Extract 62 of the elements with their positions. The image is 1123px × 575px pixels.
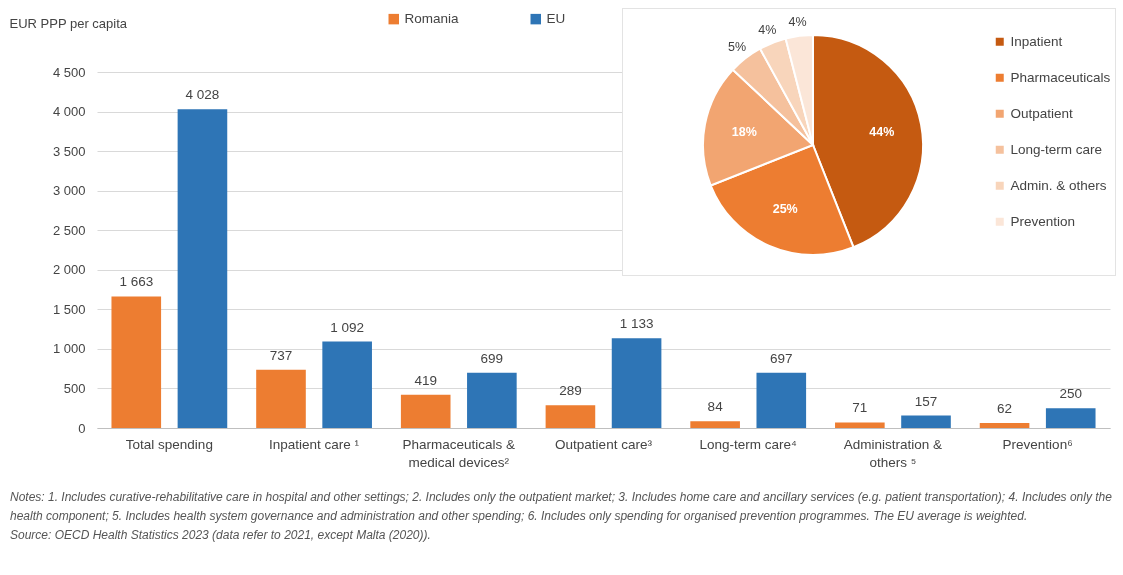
y-tick-label: 4 500 — [52, 64, 86, 80]
legend-label: Outpatient — [1010, 105, 1074, 121]
data-label: 157 — [914, 393, 938, 409]
y-tick-label: 3 000 — [52, 183, 86, 199]
data-label: 25% — [772, 202, 798, 217]
x-tick-label: Prevention⁶ — [1002, 436, 1073, 452]
bar — [467, 372, 517, 428]
data-label: 44% — [869, 124, 895, 139]
legend-label: Inpatient — [1010, 33, 1063, 49]
y-tick-label: 3 500 — [52, 143, 86, 159]
bar — [901, 415, 951, 428]
y-tick-label: 0 — [78, 420, 86, 436]
data-label: 84 — [707, 399, 724, 415]
source-note: Source: OECD Health Statistics 2023 (data refer to 2021, except Malta (2020)). — [10, 527, 432, 544]
x-tick-label: Outpatient care³ — [555, 436, 653, 452]
bar — [177, 109, 228, 428]
bar — [979, 423, 1030, 428]
text: Notes: 1. Includes curative-rehabilitative care in hospital and other settings; 2. Includes only the outpatient market; 3. Includes home care and ancillary services (e.g. patient transportation); 4. Includes only the health component; 5. Includes health system governance and administration and other spending; 6. Includes only spending for organised prevention programmes. The EU average is weighted. — [10, 489, 1113, 525]
bar — [256, 369, 306, 428]
y-tick-label: 1 000 — [52, 341, 86, 357]
x-tick-label: Pharmaceuticals & medical devices² — [402, 436, 516, 470]
legend-label: Admin. & others — [1010, 177, 1107, 193]
bar — [611, 338, 662, 428]
data-label: 18% — [731, 124, 757, 139]
legend-label: EU — [546, 11, 566, 27]
bar — [111, 296, 162, 428]
y-tick-label: 2 500 — [52, 222, 86, 238]
x-tick-label: Total spending — [125, 436, 213, 452]
x-tick-label: Long-term care⁴ — [699, 436, 798, 452]
y-tick-label: 500 — [63, 380, 86, 396]
bar — [756, 372, 807, 428]
legend-label: Prevention — [1010, 213, 1076, 229]
data-label: 5% — [727, 40, 747, 55]
x-tick-label: Administration & others ⁵ — [843, 436, 943, 470]
y-tick-label: 2 000 — [52, 262, 86, 278]
data-label: 250 — [1059, 386, 1082, 402]
data-label: 699 — [480, 350, 504, 366]
data-label: 71 — [852, 400, 868, 416]
bar — [545, 405, 596, 428]
x-tick-label: Inpatient care ¹ — [269, 436, 360, 452]
y-tick-label: 4 000 — [52, 104, 86, 120]
data-label: 4 028 — [185, 87, 220, 103]
y-axis-title: EUR PPP per capita — [9, 15, 128, 31]
data-label: 1 133 — [619, 316, 654, 332]
data-label: 4% — [788, 14, 807, 29]
data-label: 289 — [559, 383, 582, 399]
data-label: 419 — [414, 372, 437, 388]
legend-label: Romania — [404, 11, 460, 27]
data-label: 697 — [770, 350, 793, 366]
legend-label: Long-term care — [1010, 141, 1103, 157]
bar — [835, 422, 885, 428]
bar — [322, 341, 372, 428]
data-label: 737 — [269, 347, 293, 363]
legend-label: Pharmaceuticals — [1010, 69, 1111, 85]
bar — [1045, 408, 1096, 428]
data-label: 4% — [758, 22, 777, 37]
data-label: 1 663 — [119, 274, 154, 290]
bar — [400, 394, 451, 428]
y-tick-label: 1 500 — [52, 301, 86, 317]
bar — [690, 421, 740, 428]
data-label: 1 092 — [330, 319, 365, 335]
data-label: 62 — [997, 401, 1013, 417]
